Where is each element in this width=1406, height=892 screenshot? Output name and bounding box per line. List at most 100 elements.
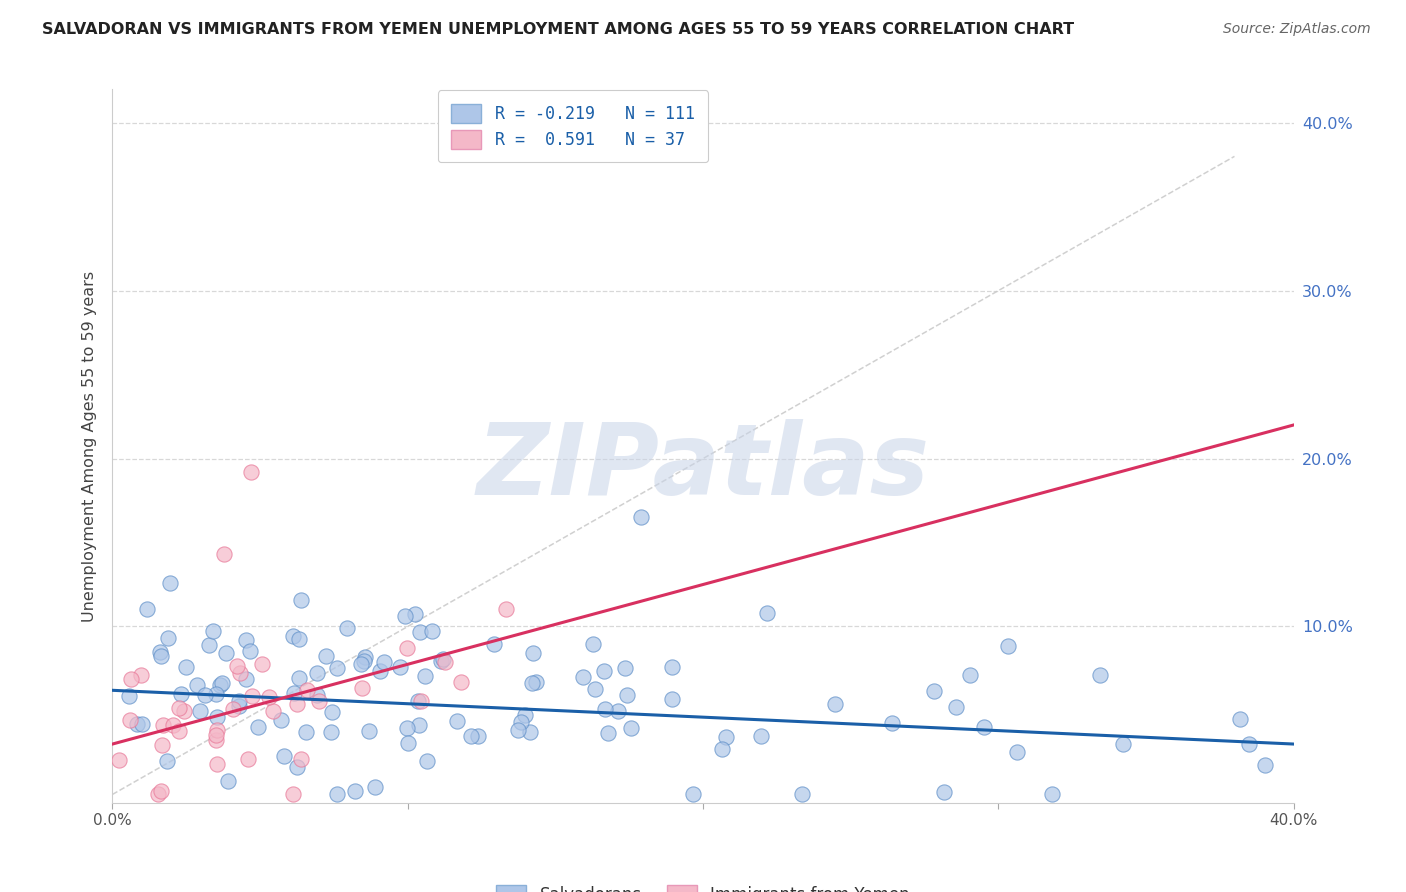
Point (522, 646, 544, 660)
Point (416, 754, 439, 768)
Point (408, 718, 430, 732)
Point (524, 675, 547, 690)
Point (350, 657, 373, 671)
Point (315, 649, 337, 664)
Point (287, 632, 309, 646)
Point (482, 637, 505, 651)
Point (924, 684, 946, 698)
Point (1088, 668, 1111, 682)
Point (281, 629, 304, 643)
Point (148, 788, 170, 802)
Point (409, 694, 432, 708)
Point (973, 720, 995, 734)
Point (118, 690, 141, 704)
Point (585, 682, 607, 697)
Point (519, 725, 541, 739)
Point (409, 624, 432, 639)
Point (209, 678, 232, 692)
Point (228, 694, 250, 708)
Point (240, 689, 263, 703)
Point (222, 701, 245, 715)
Point (932, 785, 955, 799)
Point (945, 700, 967, 714)
Legend: Salvadorans, Immigrants from Yemen: Salvadorans, Immigrants from Yemen (482, 871, 924, 892)
Point (229, 666, 252, 681)
Point (207, 723, 229, 738)
Point (283, 686, 305, 700)
Point (295, 725, 318, 739)
Point (308, 694, 330, 708)
Point (149, 784, 172, 798)
Point (326, 788, 349, 802)
Point (395, 641, 418, 656)
Point (273, 748, 295, 763)
Point (661, 691, 683, 706)
Point (205, 757, 228, 772)
Point (127, 717, 149, 731)
Point (188, 704, 211, 718)
Point (581, 637, 603, 651)
Point (749, 729, 772, 743)
Point (495, 602, 517, 616)
Point (287, 697, 309, 711)
Point (305, 665, 328, 680)
Point (434, 655, 457, 669)
Point (593, 664, 616, 678)
Point (613, 661, 636, 675)
Point (593, 702, 616, 716)
Point (336, 621, 359, 635)
Point (1254, 758, 1277, 772)
Point (131, 716, 153, 731)
Point (506, 723, 529, 737)
Point (630, 510, 652, 524)
Point (239, 465, 262, 479)
Point (159, 575, 181, 590)
Point (295, 682, 318, 697)
Point (413, 668, 436, 682)
Point (1229, 712, 1251, 726)
Point (432, 652, 454, 666)
Point (120, 713, 142, 727)
Point (1112, 737, 1135, 751)
Point (716, 731, 738, 745)
Point (607, 704, 630, 718)
Point (394, 609, 416, 624)
Point (217, 773, 239, 788)
Point (513, 708, 536, 723)
Point (250, 657, 273, 671)
Point (321, 724, 343, 739)
Point (364, 780, 387, 794)
Point (882, 715, 904, 730)
Point (287, 671, 309, 685)
Point (215, 646, 238, 660)
Point (270, 713, 292, 727)
Point (257, 690, 280, 704)
Point (149, 648, 172, 663)
Point (156, 631, 179, 645)
Text: ZIPatlas: ZIPatlas (477, 419, 929, 516)
Point (509, 714, 531, 729)
Point (235, 632, 257, 647)
Point (572, 670, 595, 684)
Point (307, 689, 329, 703)
Point (620, 721, 643, 735)
Point (756, 606, 779, 620)
Point (467, 729, 489, 743)
Point (520, 676, 543, 690)
Point (204, 733, 226, 747)
Point (152, 738, 174, 752)
Point (167, 700, 190, 714)
Point (420, 624, 443, 638)
Point (344, 783, 367, 797)
Point (283, 788, 305, 802)
Point (247, 720, 270, 734)
Point (682, 788, 704, 802)
Point (321, 705, 343, 719)
Point (354, 650, 377, 665)
Point (197, 638, 219, 652)
Point (194, 688, 217, 702)
Point (120, 672, 142, 686)
Point (997, 639, 1019, 653)
Point (290, 751, 312, 765)
Point (1040, 788, 1063, 802)
